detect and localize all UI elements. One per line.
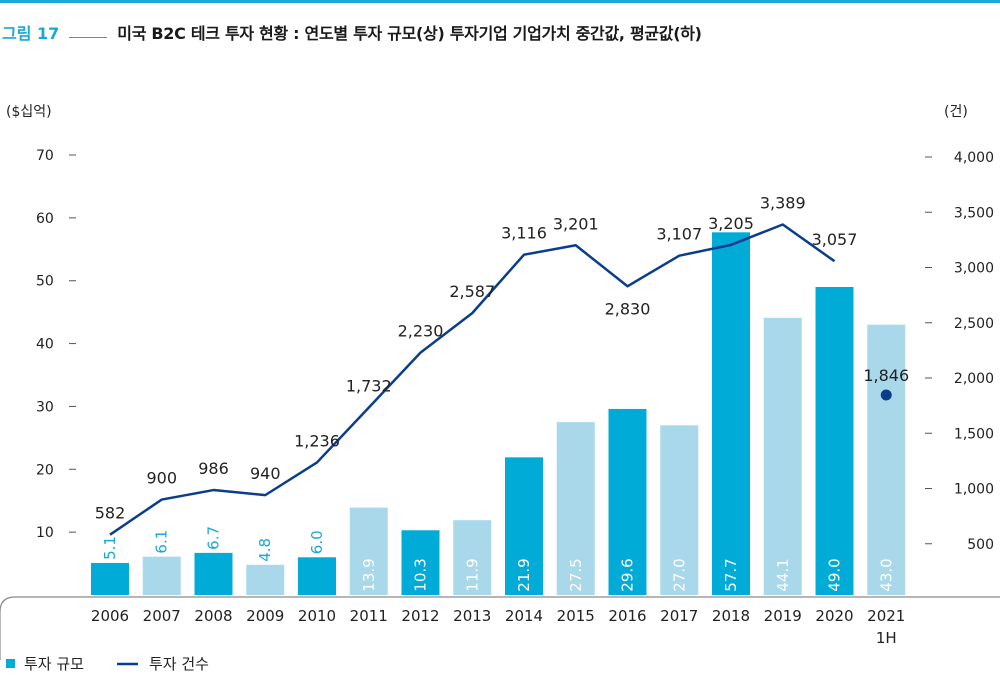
left-tick-label: 20 [36, 462, 54, 478]
category-label: 2014 [505, 607, 543, 625]
bar [194, 552, 233, 595]
bar-value-label: 43.0 [877, 558, 895, 591]
line-value-label: 986 [198, 459, 229, 478]
bar-value-label: 29.6 [619, 558, 637, 591]
category-label: 2011 [350, 607, 388, 625]
left-tick-label: 70 [36, 148, 54, 164]
figure-title: 미국 B2C 테크 투자 현황 : 연도별 투자 규모(상) 투자기업 기업가치… [117, 24, 702, 43]
figure-header: 그림 17 미국 B2C 테크 투자 현황 : 연도별 투자 규모(상) 투자기… [0, 18, 702, 46]
line-value-label: 1,236 [294, 431, 340, 450]
line-value-label: 3,201 [553, 214, 599, 233]
bar-value-label: 21.9 [515, 558, 533, 591]
category-label: 2016 [608, 607, 646, 625]
left-tick-label: 10 [36, 525, 54, 541]
line-value-label: 3,205 [708, 214, 754, 233]
right-tick-label: 1,500 [954, 426, 994, 442]
bar-value-label: 6.1 [153, 530, 171, 554]
bar-value-label: 6.0 [308, 530, 326, 554]
line-value-label: 1,732 [346, 377, 392, 396]
category-label: 2008 [194, 607, 232, 625]
category-label: 2019 [764, 607, 802, 625]
bar-value-label: 13.9 [360, 558, 378, 591]
right-tick-label: 1,000 [954, 482, 994, 498]
bar [763, 317, 802, 595]
line-value-label: 2,230 [398, 322, 444, 341]
bar [246, 564, 285, 595]
left-tick-label: 60 [36, 211, 54, 227]
line-point [880, 389, 892, 401]
legend-swatch-bar [6, 659, 15, 668]
bar-value-label: 10.3 [412, 558, 430, 591]
bar-value-label: 11.9 [463, 558, 481, 591]
bar-value-label: 57.7 [722, 558, 740, 591]
left-tick-label: 30 [36, 399, 54, 415]
category-label: 2009 [246, 607, 284, 625]
right-tick-label: 500 [967, 537, 994, 553]
bar [660, 425, 699, 595]
left-tick-label: 40 [36, 337, 54, 353]
bar [298, 557, 336, 595]
left-axis-unit: ($십억) [6, 104, 52, 120]
category-label: 2018 [712, 607, 750, 625]
right-tick-label: 3,000 [954, 261, 994, 277]
legend-label-bar: 투자 규모 [24, 655, 84, 673]
bar-value-label: 44.1 [774, 558, 792, 591]
category-label: 2015 [557, 607, 595, 625]
category-label: 2013 [453, 607, 491, 625]
line-value-label: 2,830 [605, 299, 651, 318]
bar-value-label: 49.0 [826, 558, 844, 591]
right-tick-label: 4,000 [954, 150, 994, 166]
line-value-label: 940 [250, 464, 281, 483]
category-label: 2006 [91, 607, 129, 625]
bar [867, 324, 906, 595]
bar [608, 408, 647, 595]
line-value-label: 2,587 [449, 282, 495, 301]
figure-label-rule [69, 36, 108, 38]
line-series [109, 223, 836, 536]
category-label: 2012 [401, 607, 439, 625]
legend-label-line: 투자 건수 [149, 655, 209, 673]
bar-value-label: 27.5 [567, 558, 585, 591]
bar [401, 530, 440, 595]
right-tick-label: 2,000 [954, 371, 994, 387]
line-value-label: 3,107 [656, 225, 702, 244]
bar [349, 507, 388, 595]
category-label: 2007 [143, 607, 181, 625]
category-label: 2020 [815, 607, 853, 625]
line-value-label: 3,389 [760, 194, 806, 213]
bar [712, 232, 750, 596]
bar-value-label: 6.7 [205, 526, 223, 550]
bar [556, 422, 595, 595]
line-value-label: 3,116 [501, 224, 547, 243]
bar-value-label: 27.0 [670, 558, 688, 591]
left-tick-label: 50 [36, 274, 54, 290]
category-label: 1H [876, 629, 897, 647]
right-axis-unit: (건) [944, 104, 968, 120]
category-label: 2010 [298, 607, 336, 625]
line-value-label: 1,846 [863, 366, 909, 385]
line-value-label: 3,057 [812, 230, 858, 249]
bar [453, 520, 492, 595]
top-rule [0, 0, 1000, 3]
right-tick-label: 2,500 [954, 316, 994, 332]
figure-label: 그림 17 [2, 24, 60, 43]
category-label: 2021 [867, 607, 905, 625]
line-value-label: 582 [95, 504, 126, 523]
chart-frame [0, 596, 1000, 660]
bar [142, 556, 181, 595]
bar [815, 287, 854, 595]
bar-value-label: 5.1 [101, 536, 119, 560]
line-value-label: 900 [146, 469, 177, 488]
right-tick-label: 3,500 [954, 205, 994, 221]
bar [91, 562, 129, 595]
bar [505, 457, 543, 595]
category-label: 2017 [660, 607, 698, 625]
bar-value-label: 4.8 [256, 538, 274, 562]
